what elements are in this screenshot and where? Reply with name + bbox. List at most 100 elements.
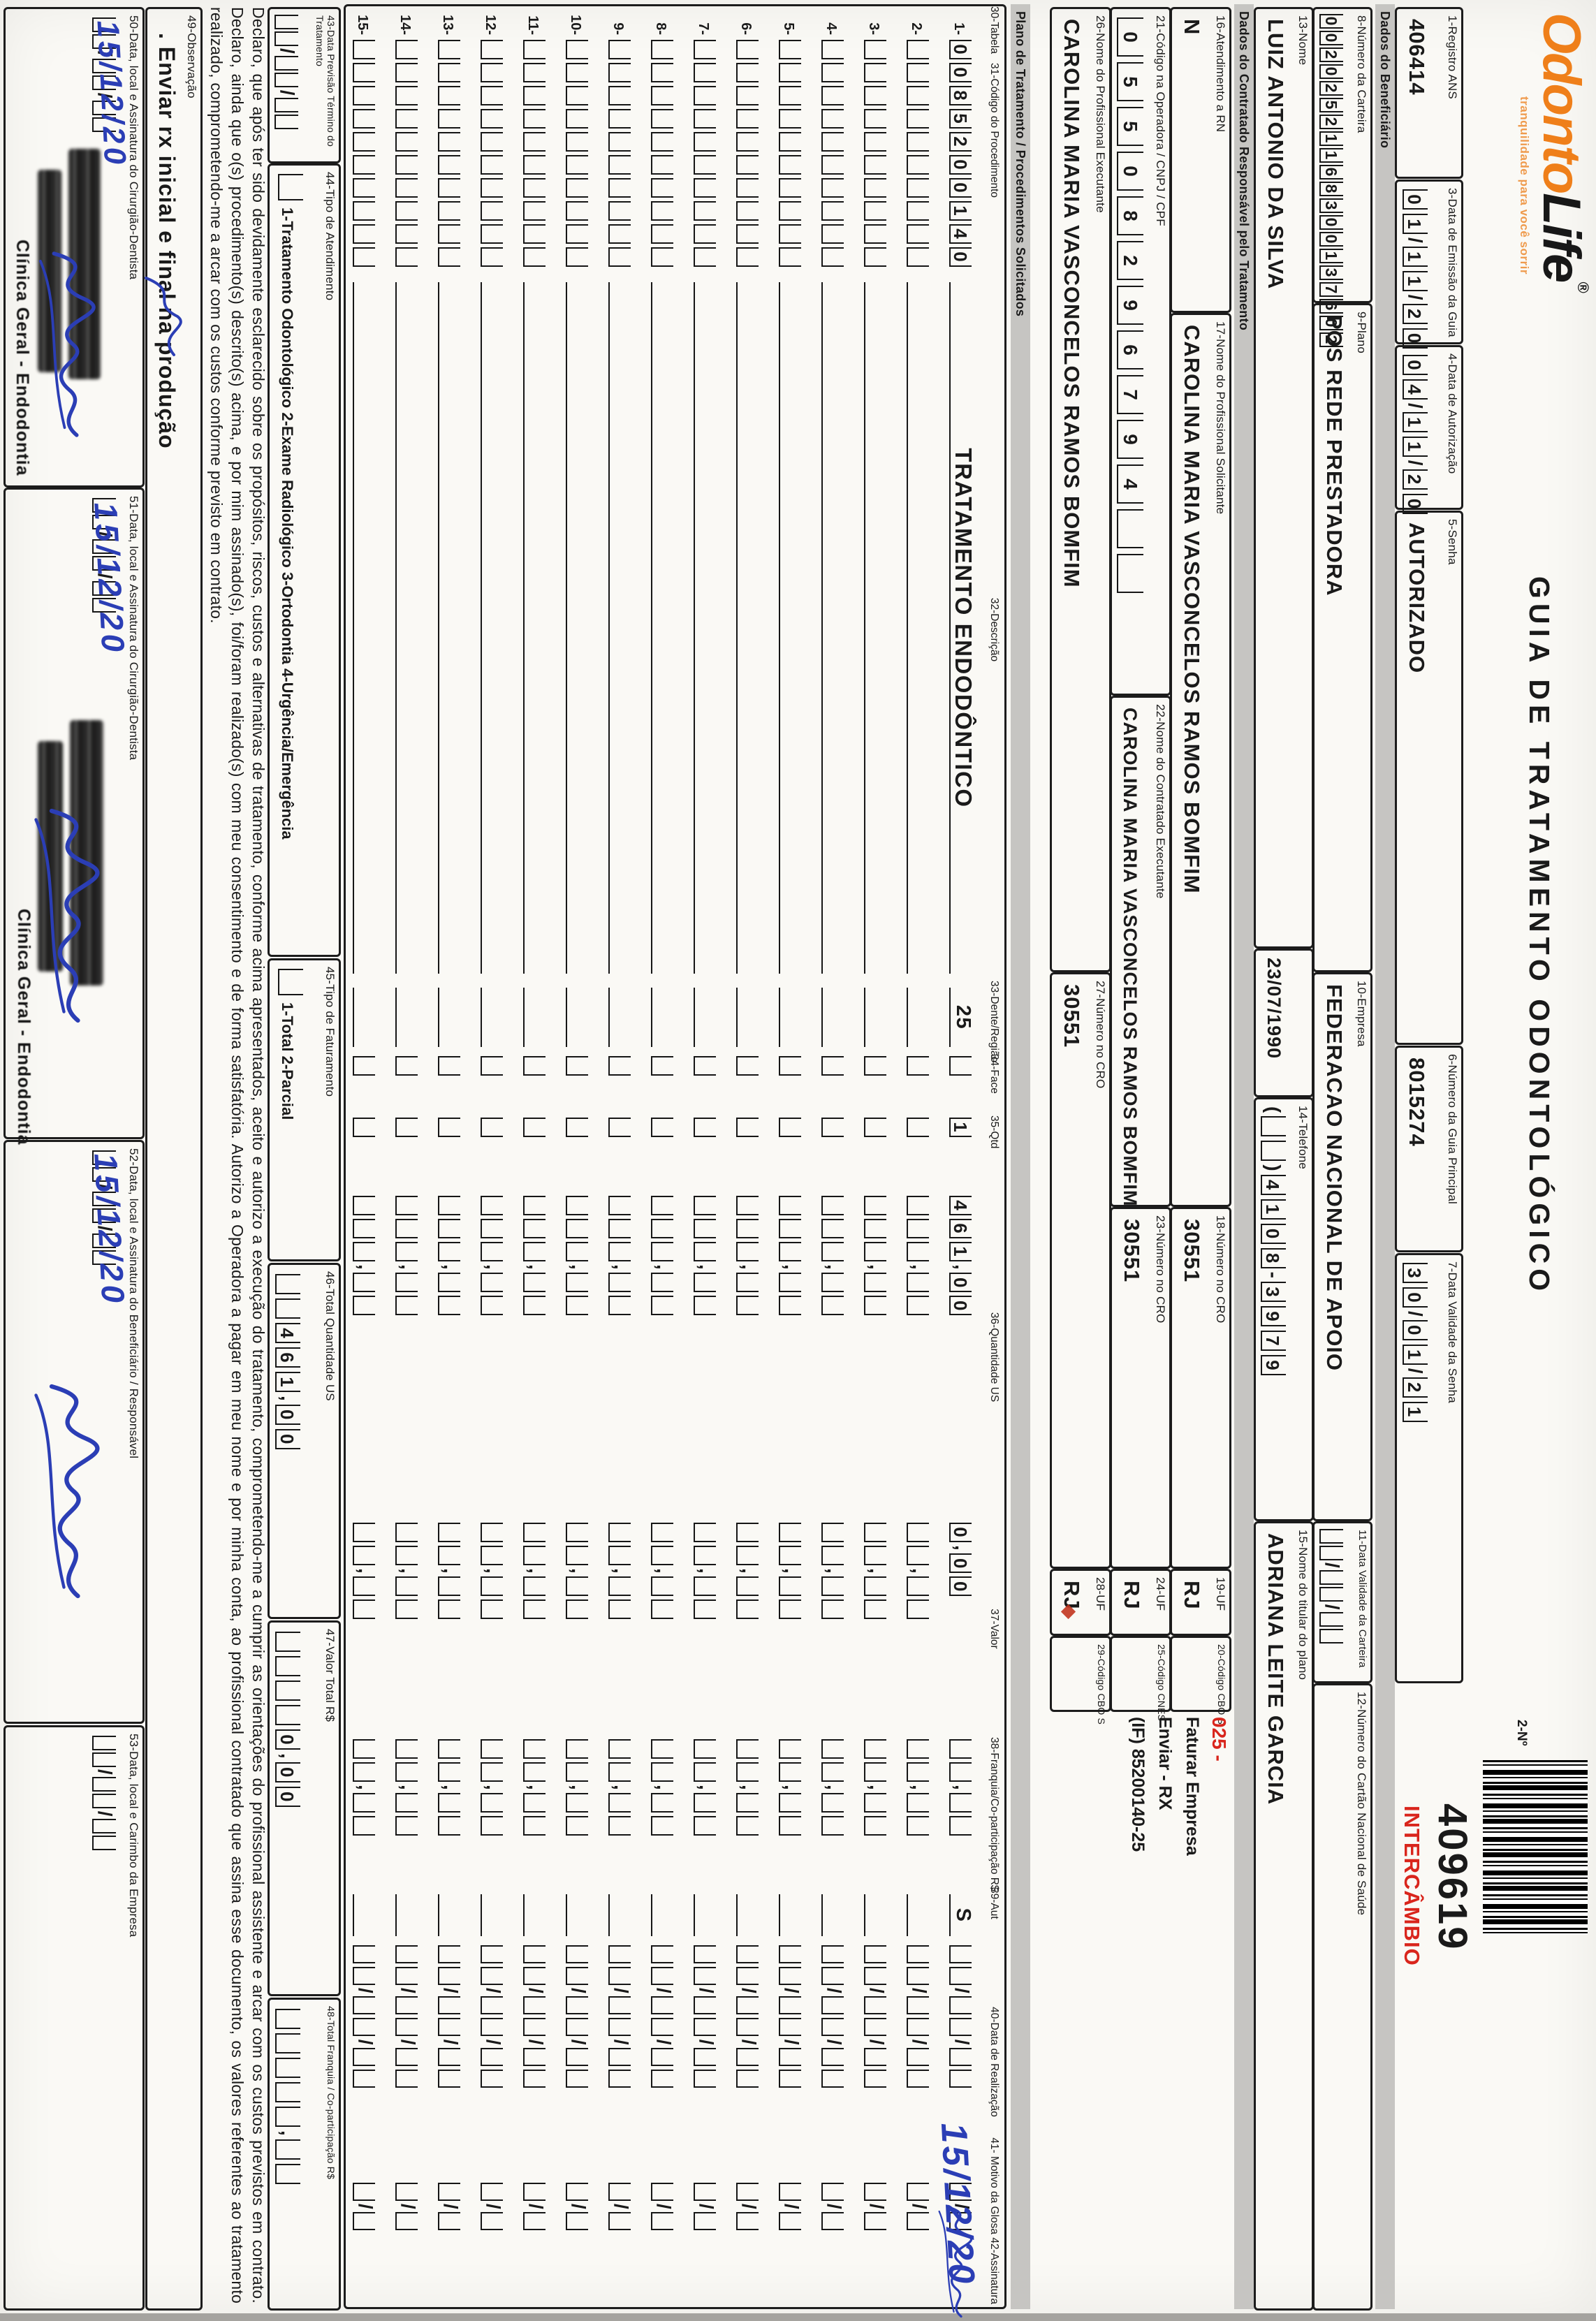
cell-separator: , [823, 1264, 845, 1270]
digit-cell: 9 [1117, 420, 1143, 459]
digit-cell: 4 [275, 1323, 300, 1343]
field16-atendimento-rn: 16-Atendimento a RN N [1170, 7, 1231, 313]
digit-cell [275, 1298, 300, 1319]
cell-separator: , [823, 1568, 845, 1574]
digit-cell [864, 131, 886, 152]
col-aut: 39-Aut [988, 1887, 1000, 1919]
digit-cell [395, 1762, 418, 1782]
cell-group [770, 1115, 801, 1194]
digit-cell [566, 2070, 588, 2088]
digit-cell [907, 85, 929, 105]
digit-cell: 1 [1319, 248, 1343, 263]
digit-cell [821, 39, 844, 59]
digit-cell [608, 1117, 631, 1137]
digit-cell [608, 62, 631, 82]
digit-cell: 2 [1319, 47, 1343, 62]
authorization-flag [736, 1894, 766, 1936]
cell-group: / [685, 2181, 719, 2306]
digit-cell [481, 177, 503, 198]
digit-cell [864, 2070, 886, 2088]
digit-cell [694, 200, 716, 221]
cell-group: 1 [941, 1115, 972, 1194]
table-row: 11-,,, / / / [515, 6, 557, 2307]
digit-cell [274, 56, 298, 71]
row-number: 14- [397, 15, 413, 35]
digit-cell: 3 [1319, 265, 1343, 280]
digit-cell: 0 [949, 247, 972, 267]
col-qtd: 35-Qtd [988, 1115, 1000, 1149]
digit-cell [694, 247, 716, 267]
digit-cell [395, 1545, 418, 1565]
digit-cell: 8 [1319, 181, 1343, 196]
digit-cell [651, 2212, 673, 2231]
digit-cell [608, 1599, 631, 1620]
digit-cell [438, 2182, 460, 2201]
digit-cell [736, 1816, 759, 1836]
cell-separator: , [866, 1264, 888, 1270]
digit-cell [736, 1576, 759, 1597]
digit-cell [481, 39, 503, 59]
digit-cell: 0 [275, 1786, 300, 1807]
digit-cell [907, 224, 929, 244]
digit-cell [608, 85, 631, 105]
digit-cell [275, 1705, 300, 1725]
digit-cell [864, 62, 886, 82]
cell-group: , [685, 1737, 719, 1887]
cell-separator: , [738, 1785, 760, 1790]
digit-cell: 2 [1403, 303, 1428, 324]
cell-group: , [515, 1194, 548, 1521]
cell-separator: / [738, 1988, 760, 1993]
field21-cells: 0 5 5 0 8 2 9 6 7 9 4 [1117, 15, 1143, 596]
digit-cell: 2 [1117, 241, 1143, 280]
billing-annotation: 025 - Faturar Empresa Enviar - RX (IF) 8… [1124, 1717, 1233, 2017]
digit-cell [907, 1522, 929, 1542]
cell-separator: / [277, 89, 298, 96]
field22-contratado-executante: 22-Nome do Contratado Executante CAROLIN… [1110, 696, 1171, 1207]
authorization-flag [694, 1894, 723, 1936]
digit-cell [566, 131, 588, 152]
cell-separator: / [277, 48, 298, 54]
digit-cell: 0 [1117, 17, 1143, 57]
digit-cell: 0 [275, 1762, 300, 1782]
digit-cell: 4 [1117, 464, 1143, 504]
digit-cell [438, 1816, 460, 1836]
digit-cell [275, 2009, 300, 2029]
cell-separator: , [397, 1264, 419, 1270]
digit-cell [395, 1996, 418, 2015]
digit-cell [608, 1522, 631, 1542]
digit-cell [779, 1195, 801, 1215]
digit-cell [275, 1632, 300, 1652]
digit-cell: 7 [1117, 375, 1143, 414]
field45-checkbox [278, 969, 303, 995]
cell-group: / [430, 2181, 463, 2306]
cell-group: , [728, 1521, 761, 1737]
row-number: 15- [355, 15, 370, 35]
table-row: 6-,,, / / / [728, 6, 770, 2307]
digit-cell [779, 1296, 801, 1316]
cell-separator: / [738, 2039, 760, 2045]
digit-cell: 9 [1261, 1354, 1286, 1375]
cell-separator: / [568, 1988, 590, 1993]
digit-cell [821, 1545, 844, 1565]
digit-cell: 0 [275, 1428, 300, 1449]
cell-group: / / [557, 1943, 591, 2181]
cell-separator: , [277, 2130, 299, 2136]
digit-cell [1261, 1116, 1286, 1137]
digit-cell [566, 200, 588, 221]
digit-cell [566, 1576, 588, 1597]
digit-cell [694, 1055, 716, 1076]
digit-cell [566, 224, 588, 244]
cell-separator: , [781, 1264, 803, 1270]
digit-cell [395, 1599, 418, 1620]
digit-cell: 3 [1319, 198, 1343, 213]
digit-cell [274, 14, 298, 29]
cell-group [387, 1115, 418, 1194]
row-number: 4- [823, 22, 839, 35]
cell-separator: , [781, 1785, 803, 1790]
digit-cell [523, 1945, 546, 1963]
digit-cell [353, 39, 375, 59]
field14-telefone: 14-Telefone () 4 1 0 8-3 9 7 9 [1254, 1097, 1314, 1521]
cell-separator: / [696, 2204, 717, 2209]
pen-stroke [145, 277, 182, 356]
digit-cell [481, 1738, 503, 1759]
